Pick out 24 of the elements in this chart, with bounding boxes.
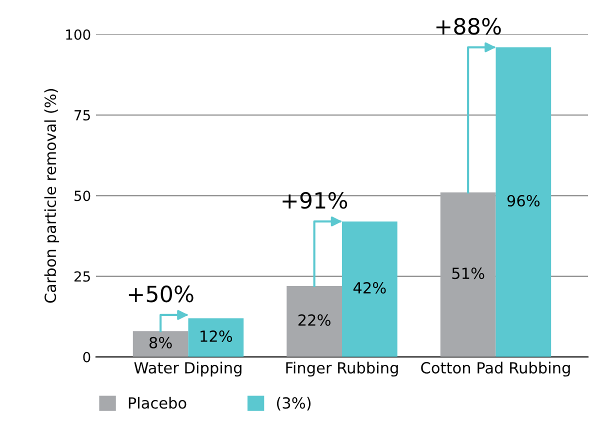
bar	[286, 286, 342, 357]
data-label: 8%	[149, 336, 172, 348]
legend-label: Placebo	[128, 396, 186, 409]
y-tick-label: 50	[74, 190, 90, 202]
x-tick-label: Water Dipping	[134, 362, 242, 377]
data-label: 12%	[200, 330, 232, 342]
bar	[440, 192, 496, 357]
y-tick-label: 75	[74, 110, 90, 120]
y-tick-label: 25	[74, 271, 90, 282]
data-label: 96%	[507, 194, 540, 207]
y-tick-label: 100	[66, 29, 90, 40]
annotation: +50%	[128, 286, 194, 302]
y-axis-title: Carbon particle removal (%)	[44, 89, 60, 303]
bar	[188, 318, 244, 357]
annotation: +88%	[436, 18, 501, 35]
x-tick-label: Cotton Pad Rubbing	[421, 362, 570, 377]
x-tick-label: Finger Rubbing	[286, 362, 398, 377]
annotation: +91%	[282, 192, 348, 209]
data-label: 42%	[353, 282, 386, 294]
legend-label: (3%)	[277, 396, 311, 411]
y-tick-label: 0	[83, 352, 90, 362]
data-label: 51%	[452, 268, 484, 280]
bar	[132, 331, 188, 357]
data-label: 22%	[298, 314, 330, 326]
